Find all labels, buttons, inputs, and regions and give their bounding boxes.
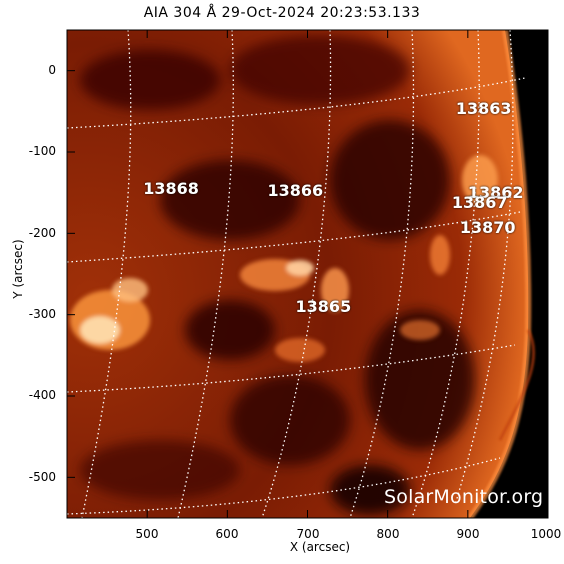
x-axis-label: X (arcsec) (289, 540, 351, 554)
axis-tick-marks (67, 30, 549, 518)
active-region-label: 13866 (267, 181, 324, 201)
y-tick-label: -200 (28, 226, 56, 240)
active-region-label: 13870 (459, 217, 516, 237)
x-tick-label: 1000 (530, 527, 562, 541)
x-tick-label: 600 (215, 527, 239, 541)
y-tick-label: -400 (28, 388, 56, 402)
y-axis-label: Y (arcsec) (11, 239, 25, 299)
figure-title: AIA 304 Å 29-Oct-2024 20:23:53.133 (143, 5, 421, 21)
x-tick-label: 900 (456, 527, 480, 541)
y-tick-label: 0 (48, 63, 56, 77)
active-region-label: 13865 (295, 296, 352, 316)
heliographic-grid (67, 30, 526, 518)
active-region-label: 13867 (451, 193, 508, 213)
watermark: SolarMonitor.org (384, 486, 544, 508)
x-tick-label: 500 (135, 527, 159, 541)
bright-regions (70, 155, 498, 362)
active-region-label: 13863 (455, 98, 512, 118)
active-region-label: 13862 (467, 182, 524, 202)
dark-patches (80, 35, 475, 515)
prominence-loop (498, 329, 536, 441)
y-tick-label: -500 (28, 470, 56, 484)
y-tick-label: -300 (28, 307, 56, 321)
x-tick-label: 700 (296, 527, 320, 541)
limb-glow (467, 30, 532, 518)
x-tick-label: 800 (376, 527, 400, 541)
y-tick-label: -100 (28, 144, 56, 158)
active-region-label: 13868 (143, 178, 199, 198)
